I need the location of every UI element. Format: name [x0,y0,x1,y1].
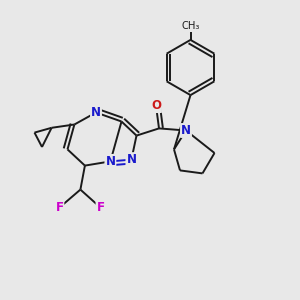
Text: F: F [56,201,63,214]
Text: CH₃: CH₃ [181,21,200,31]
Text: O: O [151,99,161,112]
Text: N: N [105,155,116,168]
Text: F: F [97,201,104,214]
Text: N: N [181,124,191,137]
Text: N: N [91,106,101,119]
Text: N: N [126,153,136,166]
